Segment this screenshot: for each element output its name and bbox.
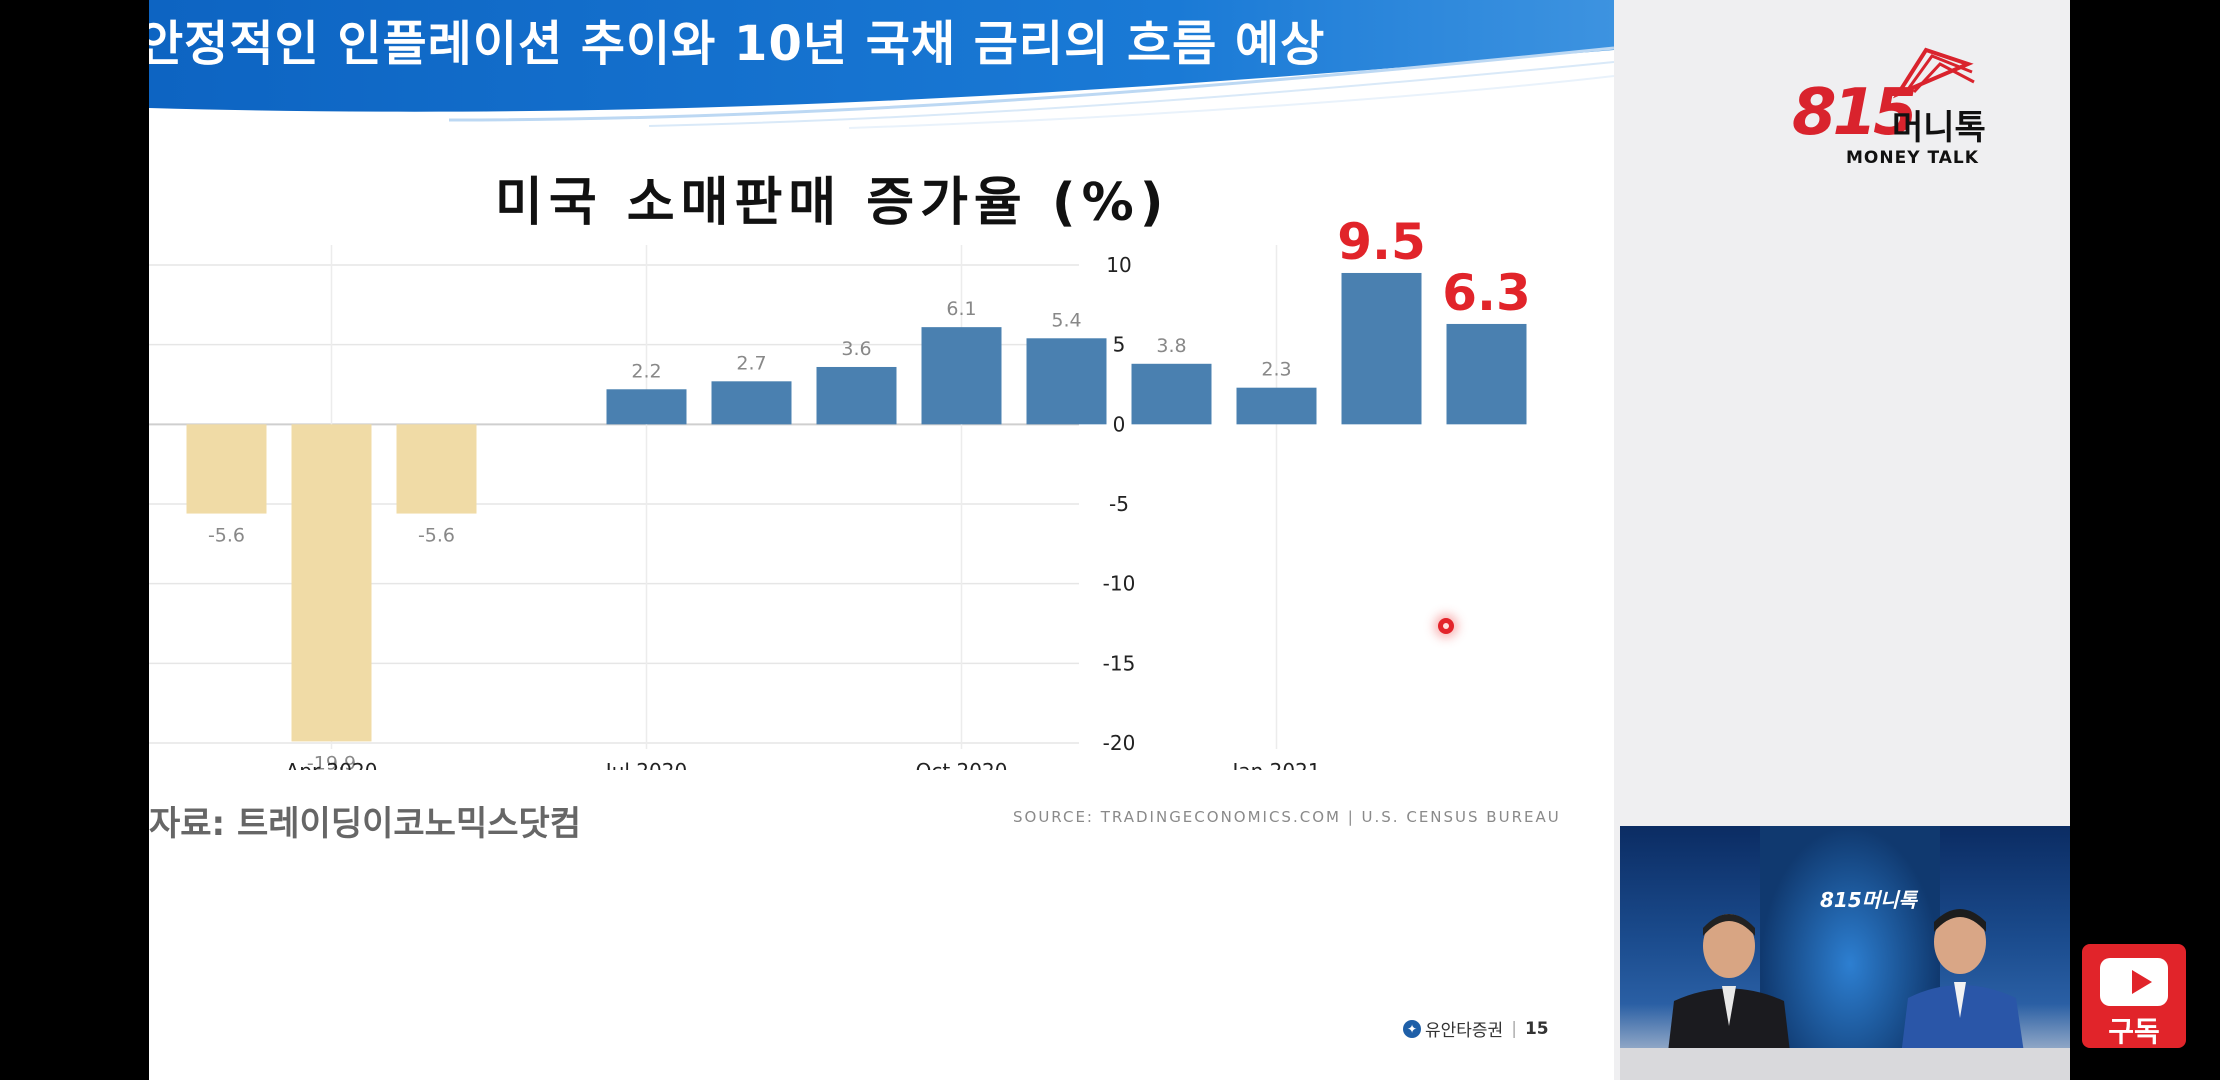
bar [186,424,267,514]
bar [1446,323,1527,425]
brand-english: MONEY TALK [1846,148,1979,168]
bar [1236,387,1317,425]
bar [711,381,792,425]
source-note: 자료: 트레이딩이코노믹스닷컴 [149,804,582,844]
subscribe-button[interactable]: 구독 [2082,944,2186,1048]
x-tick-label: Apr 2020 [286,759,378,770]
highlight-value-label: 9.5 [1337,213,1426,271]
laser-pointer-icon [1438,618,1454,634]
value-label: 2.7 [736,352,766,374]
x-tick-label: Jan 2021 [1230,759,1320,770]
value-label: -19.9 [307,752,356,770]
bar [1131,363,1212,425]
presentation-slide: 안정적인 인플레이션 추이와 10년 국채 금리의 흐름 예상 미국 소매판매 … [149,0,1614,1080]
bar [396,424,477,514]
bar [816,366,897,425]
y-tick-label: -5 [1109,492,1129,516]
chart-source: SOURCE: TRADINGECONOMICS.COM | U.S. CENS… [1013,808,1561,826]
bar [1341,272,1422,425]
value-label: -5.6 [418,525,455,547]
bar [291,424,372,742]
bar [1026,338,1107,425]
slide-banner [149,0,1614,129]
bar [921,327,1002,425]
value-label: 2.3 [1261,359,1291,381]
camera-overlay: 815머니톡 [1620,826,2070,1080]
value-label: 3.6 [841,338,871,360]
chart-bars [186,272,1527,742]
y-tick-label: 0 [1113,412,1126,436]
side-panel: 815 머니톡 MONEY TALK 815머니톡 [1614,0,2070,1080]
footer-company-logo: ✦ 유안타증권 | 15 [1403,1016,1549,1041]
company-mark-icon: ✦ [1403,1019,1421,1038]
retail-sales-chart: -5.6 -19.9 -5.6 2.2 2.7 3.6 6.1 5.4 3.8 2.3 9.5 6.3… [149,213,1531,770]
chart-title: 미국 소매판매 증가율 (%) [495,173,1170,233]
y-tick-label: -15 [1103,651,1136,675]
x-tick-label: Jul 2020 [604,759,687,770]
page-number: 15 [1524,1018,1549,1039]
y-tick-label: -20 [1103,731,1136,755]
slide-title: 안정적인 인플레이션 추이와 10년 국채 금리의 흐름 예상 [149,16,1326,72]
chart-x-ticks: Apr 2020 Jul 2020 Oct 2020 Jan 2021 [286,759,1321,770]
subscribe-label: 구독 [2108,1015,2160,1048]
y-tick-label: -10 [1103,572,1136,596]
value-label: 5.4 [1051,309,1081,331]
video-frame[interactable]: 안정적인 인플레이션 추이와 10년 국채 금리의 흐름 예상 미국 소매판매 … [149,0,2070,1080]
highlight-value-label: 6.3 [1442,264,1531,322]
studio-logo: 815머니톡 [1820,888,1917,912]
value-label: -5.6 [208,525,245,547]
brand-korean: 머니톡 [1892,108,1986,148]
money-fan-icon [1892,47,1975,99]
channel-logo: 815 머니톡 MONEY TALK [1792,42,2012,172]
brand-number: 815 [1792,76,1918,150]
chart-value-labels: -5.6 -19.9 -5.6 2.2 2.7 3.6 6.1 5.4 3.8 2.3 9.5 6.3 [208,213,1531,770]
bar [606,389,687,425]
value-label: 6.1 [946,298,976,320]
value-label: 2.2 [631,360,661,382]
y-tick-label: 5 [1113,333,1126,357]
chart-y-ticks: 10 5 0 -5 -10 -15 -20 [1103,253,1136,755]
company-name: 유안타증권 [1425,1021,1504,1041]
value-label: 3.8 [1156,335,1186,357]
y-tick-label: 10 [1106,253,1131,277]
studio-desk [1620,1048,2070,1080]
play-icon [2100,958,2168,1006]
footer-separator: | [1511,1018,1517,1039]
x-tick-label: Oct 2020 [916,759,1008,770]
